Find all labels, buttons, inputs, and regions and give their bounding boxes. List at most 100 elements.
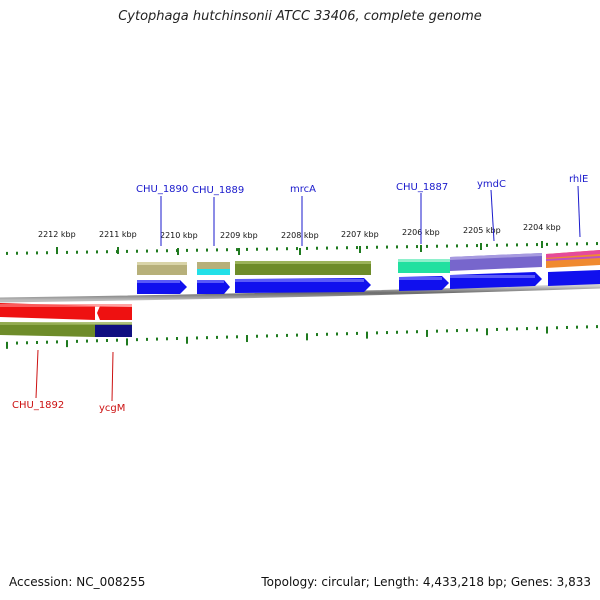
- minor-tick: [316, 246, 318, 250]
- scale-label-2212: 2212 kbp: [38, 230, 76, 239]
- minor-tick: [526, 327, 528, 331]
- scale-label-2205: 2205 kbp: [463, 226, 501, 235]
- feature-ycgm: [95, 324, 132, 337]
- minor-tick: [326, 332, 328, 336]
- inner-tick-row: [6, 325, 598, 349]
- minor-tick: [136, 338, 138, 342]
- accession-text: Accession: NC_008255: [9, 575, 146, 589]
- minor-tick: [466, 244, 468, 248]
- minor-tick: [236, 335, 238, 339]
- gene-label-chu1892: CHU_1892: [12, 400, 64, 411]
- minor-tick: [6, 251, 8, 255]
- minor-tick: [16, 251, 18, 255]
- minor-tick: [186, 248, 188, 252]
- minor-tick: [486, 328, 488, 336]
- minor-tick: [586, 325, 588, 329]
- minor-tick: [296, 333, 298, 337]
- minor-tick: [356, 331, 358, 335]
- minor-tick: [596, 325, 598, 329]
- minor-tick: [156, 337, 158, 341]
- minor-tick: [216, 248, 218, 252]
- minor-tick: [396, 245, 398, 249]
- minor-tick: [166, 337, 168, 341]
- gene-label-chu1890: CHU_1890: [136, 184, 188, 195]
- minor-tick: [406, 330, 408, 334]
- minor-tick: [96, 339, 98, 343]
- minor-tick: [336, 332, 338, 336]
- genome-backbone: [0, 283, 600, 303]
- minor-tick: [466, 328, 468, 332]
- minor-tick: [456, 329, 458, 333]
- minor-tick: [286, 333, 288, 337]
- minor-tick: [286, 247, 288, 251]
- minor-tick: [146, 249, 148, 253]
- minor-tick: [256, 247, 258, 251]
- minor-tick: [346, 246, 348, 250]
- minor-tick: [56, 340, 58, 344]
- feature-chu1889-b: [197, 269, 230, 275]
- minor-tick: [106, 250, 108, 254]
- minor-tick: [506, 243, 508, 247]
- gene-label-ymdc: ymdC: [477, 179, 506, 190]
- minor-tick: [526, 243, 528, 247]
- gene-label-mrca: mrcA: [290, 184, 316, 195]
- feature-mrca: [235, 261, 371, 275]
- minor-tick: [256, 334, 258, 338]
- minor-tick: [556, 242, 558, 246]
- minor-tick: [376, 245, 378, 249]
- scale-label-2211: 2211 kbp: [99, 230, 137, 239]
- minor-tick: [366, 245, 368, 249]
- minor-tick: [596, 242, 598, 246]
- minor-tick: [566, 242, 568, 246]
- minor-tick: [146, 337, 148, 341]
- minor-tick: [266, 334, 268, 338]
- minor-tick: [226, 248, 228, 252]
- minor-tick: [476, 244, 478, 248]
- minor-tick: [436, 244, 438, 248]
- minor-tick: [196, 248, 198, 252]
- minor-tick: [276, 334, 278, 338]
- minor-tick: [356, 246, 358, 250]
- minor-tick: [476, 328, 478, 332]
- minor-tick: [176, 337, 178, 341]
- minor-tick: [536, 326, 538, 330]
- minor-tick: [16, 341, 18, 345]
- minor-tick: [566, 325, 568, 329]
- minor-tick: [26, 251, 28, 255]
- minor-tick: [186, 336, 188, 344]
- minor-tick: [96, 250, 98, 254]
- minor-tick: [86, 339, 88, 343]
- minor-tick: [316, 333, 318, 337]
- minor-tick: [266, 247, 268, 251]
- minor-tick: [46, 340, 48, 344]
- minor-tick: [36, 251, 38, 255]
- genome-summary-text: Topology: circular; Length: 4,433,218 bp…: [261, 575, 591, 589]
- minor-tick: [106, 338, 108, 342]
- minor-tick: [346, 332, 348, 336]
- cds-rhle: [548, 270, 600, 286]
- minor-tick: [536, 243, 538, 247]
- minor-tick: [246, 335, 248, 343]
- feature-chu1890: [137, 262, 187, 275]
- minor-tick: [196, 336, 198, 340]
- minor-tick: [386, 245, 388, 249]
- minor-tick: [516, 243, 518, 247]
- minor-tick: [416, 245, 418, 249]
- cds-chu1890: [137, 280, 187, 294]
- minor-tick: [426, 329, 428, 337]
- reverse-features: [0, 303, 132, 337]
- feature-chu1887: [398, 259, 450, 273]
- outer-tick-row: [6, 242, 598, 255]
- minor-tick: [216, 335, 218, 339]
- feature-chu1892: [0, 322, 95, 337]
- minor-tick: [516, 327, 518, 331]
- minor-tick: [206, 248, 208, 252]
- minor-tick: [576, 242, 578, 246]
- gene-label-rhle: rhlE: [569, 174, 588, 185]
- map-title: Cytophaga hutchinsonii ATCC 33406, compl…: [118, 9, 482, 24]
- minor-tick: [116, 338, 118, 342]
- scale-label-2207: 2207 kbp: [341, 230, 379, 239]
- minor-tick: [156, 249, 158, 253]
- minor-tick: [306, 333, 308, 341]
- minor-tick: [246, 247, 248, 251]
